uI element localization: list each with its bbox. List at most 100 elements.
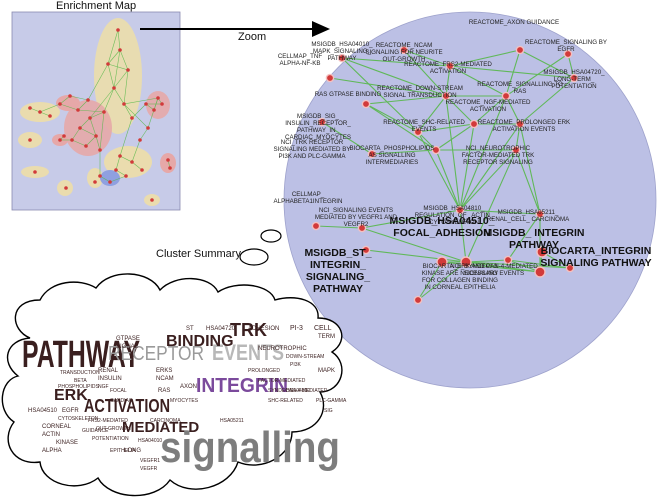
zoom-edge — [361, 227, 467, 263]
zoom-node-label: MSIGDB_SIG_ INSULIN_RECEPTOR_ PATHWAY_IN_ C… — [285, 113, 351, 141]
zoom-edge — [435, 149, 461, 211]
zoom-node — [565, 263, 575, 273]
thought-bubble-small — [260, 229, 282, 243]
zoom-node-label-bold: BIOCARTA_INTEGRIN SIGNALING PATHWAY — [540, 245, 651, 269]
word-cloud-word: BINDING — [166, 333, 234, 350]
word-cloud-word: CARDIAC — [110, 398, 133, 404]
zoom-node-label: REACTOME_DOWN-STREAM SIGNAL TRANSDUCTION — [377, 85, 463, 99]
thumb-node — [122, 102, 126, 106]
zoom-node — [311, 221, 321, 231]
zoom-edge — [505, 95, 521, 125]
zoom-node — [361, 245, 371, 255]
thumb-node — [168, 166, 172, 170]
thumb-edge — [39, 103, 61, 113]
thumb-node — [84, 144, 88, 148]
word-cloud-word: ACTIVATION — [84, 396, 170, 416]
zoom-edge — [449, 65, 575, 79]
word-cloud-word: SYNDECAN-4-MEDIATED — [268, 388, 328, 394]
word-cloud-word: RENAL — [98, 368, 119, 374]
thumb-node — [94, 134, 98, 138]
thumb-node — [33, 170, 37, 174]
word-cloud-word: INSULIN — [98, 376, 122, 382]
word-cloud-word: POTENTIATION — [92, 436, 129, 442]
thumb-edge — [139, 127, 149, 141]
zoom-node-label: MSIGDB_HSA04810_ REGULATION_OF_ ACTIN_ CYT… — [415, 205, 494, 226]
word-cloud-word: HSA04810 — [286, 388, 310, 394]
zoom-node-label: BIOCARTA_ERK AND PI-3 KINASE ARE NECESSAR… — [422, 263, 499, 291]
thumb-edge — [107, 49, 121, 65]
word-cloud-word: NGF — [98, 384, 109, 390]
word-cloud-word: NCAM — [156, 376, 174, 382]
thumb-node — [102, 110, 106, 114]
thumb-edge — [147, 97, 159, 129]
zoom-node-label: NCI_TRK RECEPTOR SIGNALING MEDIATED BY PI3… — [274, 139, 351, 160]
zoom-node-label: CELLMAP_TNF ALPHA-NF-KB — [278, 53, 323, 67]
zoom-node — [361, 99, 371, 109]
thumb-node — [106, 62, 110, 66]
thumb-edge — [85, 135, 97, 147]
zoom-node — [503, 255, 513, 265]
thumb-edge — [123, 103, 133, 119]
zoom-node — [413, 295, 423, 305]
zoom-edge — [519, 123, 541, 215]
thumb-edge — [107, 29, 119, 65]
zoom-arrow — [140, 21, 330, 37]
word-cloud-word: EPITHELIA — [110, 448, 136, 454]
zoom-edge — [505, 53, 569, 97]
thumb-node — [116, 28, 120, 32]
thumb-edge — [107, 63, 115, 89]
word-cloud-word: FOCAL — [110, 388, 127, 394]
zoom-edge — [365, 103, 419, 133]
word-cloud-word: CYTOSKELETON — [58, 416, 99, 422]
word-cloud-word: ST — [186, 326, 194, 332]
zoom-node — [536, 246, 548, 258]
zoom-node — [357, 223, 367, 233]
word-cloud-word: HSA04720 — [206, 326, 236, 332]
word-cloud-word: PATHWAY — [22, 334, 140, 376]
thumb-node — [144, 102, 148, 106]
thumb-edge — [113, 87, 125, 105]
thumb-node — [88, 116, 92, 120]
word-cloud-word: TRK — [230, 320, 267, 340]
zoom-edge — [341, 57, 451, 67]
word-cloud-word: CELL — [314, 325, 332, 332]
zoom-node-label: REACTOME_SHC-RELATED EVENTS — [383, 119, 465, 133]
thumb-node — [152, 108, 156, 112]
thumb-edge — [115, 169, 127, 177]
word-cloud-word: MEDIATED — [122, 419, 199, 436]
zoom-edge — [361, 209, 461, 229]
word-cloud-word: OUT-GROWTH — [96, 426, 131, 432]
zoom-node-label: REACTOME_SIGNALLING TO RAS — [477, 81, 563, 95]
thumb-edge — [131, 139, 141, 163]
zoom-node-label: REACTOME_SIGNALING BY EGFR — [525, 39, 607, 53]
word-cloud-word: PI3K — [290, 362, 302, 368]
zoom-caption: Zoom — [238, 31, 267, 43]
thumb-edge — [107, 63, 129, 71]
zoom-node — [501, 91, 511, 101]
zoom-node-label: NCI_NEUROTROPHIC FACTOR-MEDIATED TRK RECEP… — [462, 145, 535, 166]
thumb-node — [98, 148, 102, 152]
zoom-node — [441, 91, 451, 101]
word-cloud-word: ERKS — [156, 368, 172, 374]
thumb-edge — [99, 111, 105, 151]
word-cloud-word: SHC-RELATED — [268, 398, 303, 404]
word-cloud-word: PHOSPHOLIPIDS — [58, 384, 100, 390]
enrichment-map-caption: Enrichment Map — [56, 0, 137, 12]
zoom-node — [569, 73, 579, 83]
zoom-node — [511, 145, 521, 155]
zoom-node — [469, 119, 479, 129]
thumb-node — [138, 138, 142, 142]
thumb-edge — [123, 97, 159, 105]
thumb-node — [140, 168, 144, 172]
zoom-edge — [459, 209, 467, 263]
zoom-edge — [465, 259, 509, 263]
thumb-node — [62, 134, 66, 138]
thumb-node — [166, 158, 170, 162]
zoom-node-label-bold: MSIGDB_HSA04510_ FOCAL_ADHESION — [389, 215, 494, 239]
zoom-edge — [449, 65, 507, 97]
zoom-nodes — [311, 45, 579, 305]
zoom-edge — [505, 49, 521, 97]
thumb-edge — [123, 103, 149, 129]
